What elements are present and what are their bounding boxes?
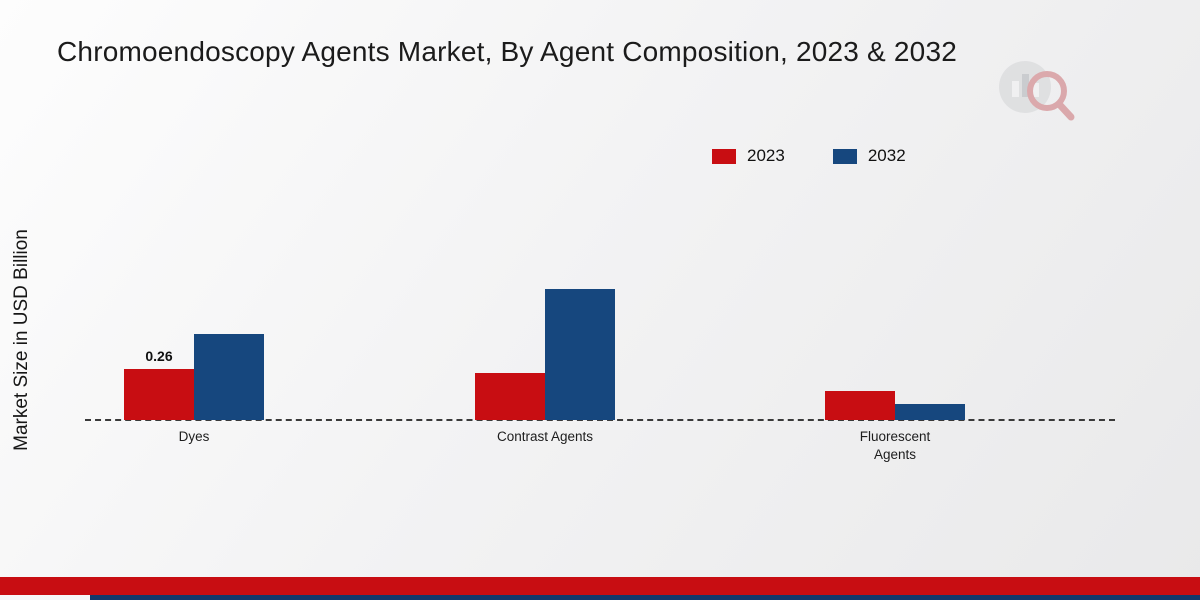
legend-item-2023: 2023 [712, 146, 785, 166]
legend-label: 2032 [867, 146, 906, 165]
bar-group-contrast-agents [475, 289, 615, 420]
bar-2023-dyes: 0.26 [124, 348, 194, 420]
category-label-fluorescent-agents: Fluorescent Agents [859, 429, 931, 463]
bar-group-dyes: 0.26 [124, 334, 264, 420]
legend-item-2032: 2032 [832, 146, 906, 166]
legend: 2023 2032 [712, 146, 906, 166]
chart-title: Chromoendoscopy Agents Market, By Agent … [57, 36, 957, 67]
legend-swatch-2023 [712, 148, 736, 164]
watermark-logo [995, 55, 1085, 130]
legend-swatch-2032 [832, 148, 857, 164]
bar-group-fluorescent-agents [825, 391, 965, 420]
bar-2032-fluorescent-agents [895, 404, 965, 420]
category-label-contrast-agents: Contrast Agents [496, 429, 594, 444]
bar-2032-contrast-agents [545, 289, 615, 420]
footer-band-blue [90, 595, 1200, 600]
bar-2023-contrast-agents [475, 373, 545, 420]
bar-2032-dyes [194, 334, 264, 420]
category-label-dyes: Dyes [178, 429, 210, 444]
legend-label: 2023 [747, 146, 785, 165]
x-axis-baseline [85, 419, 1115, 421]
watermark-logo-icon [999, 61, 1075, 121]
bar-2023-fluorescent-agents [825, 391, 895, 420]
footer-band-red [0, 577, 1200, 595]
bar-value-label: 0.26 [145, 348, 173, 364]
